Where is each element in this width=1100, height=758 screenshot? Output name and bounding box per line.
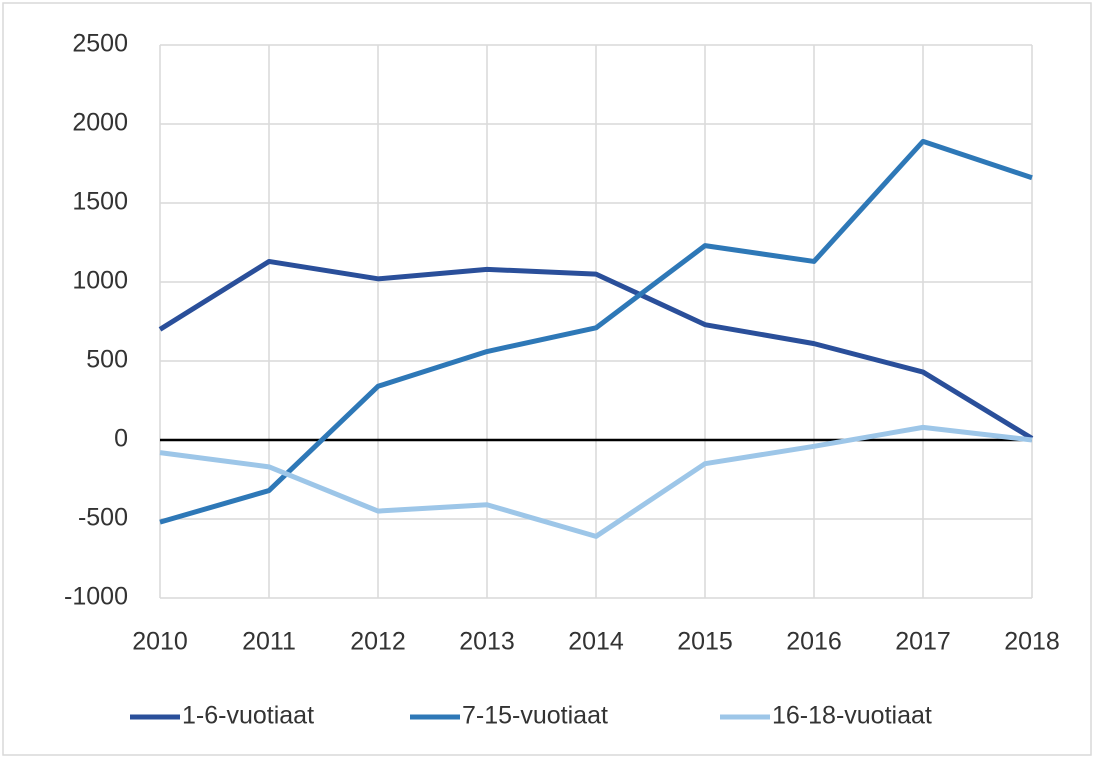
x-tick-label: 2010 bbox=[132, 628, 188, 656]
y-tick-label: -500 bbox=[78, 504, 128, 532]
x-tick-label: 2013 bbox=[459, 628, 515, 656]
y-tick-label: 2500 bbox=[72, 30, 128, 58]
series-line bbox=[159, 424, 1033, 539]
y-tick-label: 1500 bbox=[72, 188, 128, 216]
y-tick-label: 1000 bbox=[72, 267, 128, 295]
x-tick-label: 2018 bbox=[1004, 628, 1060, 656]
series-line bbox=[159, 138, 1033, 525]
x-tick-label: 2017 bbox=[895, 628, 951, 656]
legend-label: 1-6-vuotiaat bbox=[182, 702, 314, 730]
x-tick-label: 2014 bbox=[568, 628, 624, 656]
legend-label: 7-15-vuotiaat bbox=[462, 702, 608, 730]
legend-label: 16-18-vuotiaat bbox=[772, 702, 932, 730]
x-tick-label: 2015 bbox=[677, 628, 733, 656]
x-tick-label: 2011 bbox=[242, 628, 296, 656]
y-tick-label: 0 bbox=[114, 425, 128, 453]
x-tick-label: 2016 bbox=[786, 628, 842, 656]
y-tick-label: 500 bbox=[86, 346, 128, 374]
x-tick-label: 2012 bbox=[350, 628, 406, 656]
y-tick-label: -1000 bbox=[64, 583, 128, 611]
series-line bbox=[158, 258, 1034, 441]
y-tick-label: 2000 bbox=[72, 109, 128, 137]
